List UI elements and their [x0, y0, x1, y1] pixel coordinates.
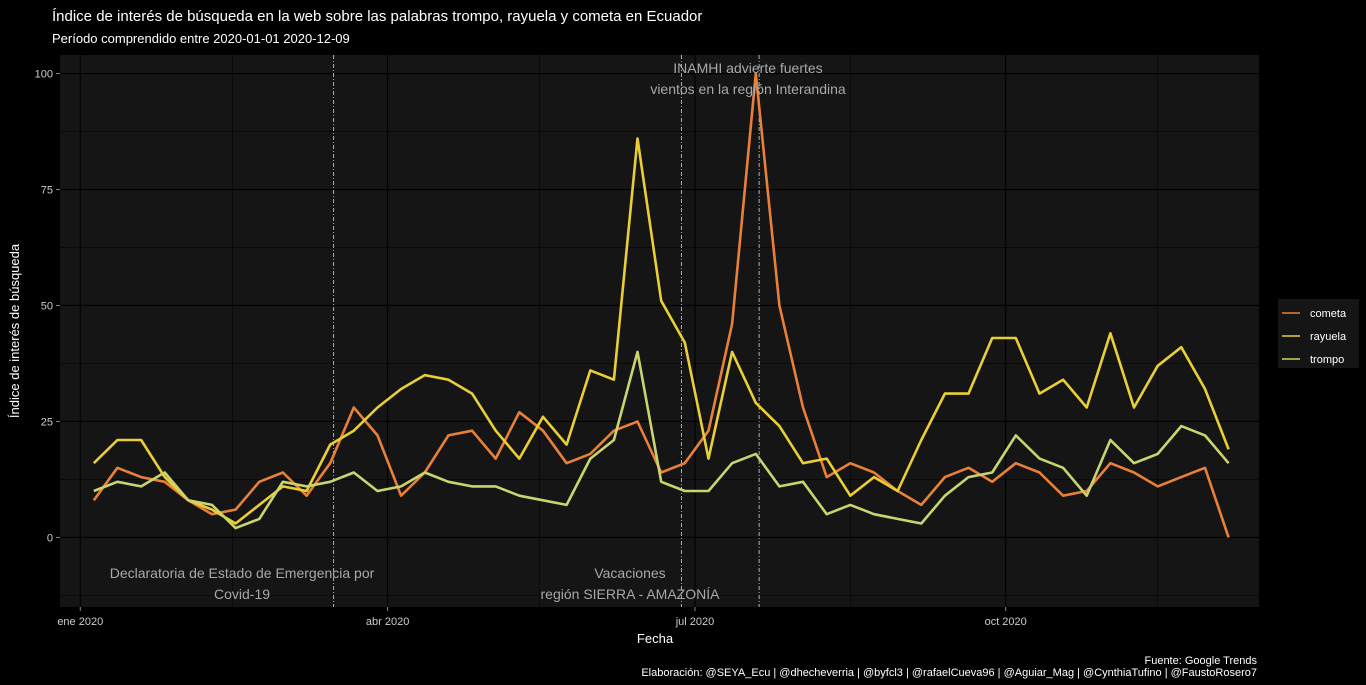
series-line-trompo — [93, 350, 1230, 530]
x-tick-label: abr 2020 — [366, 616, 409, 628]
x-axis-ticks: ene 2020 abr 2020 jul 2020 oct 2020 — [57, 607, 1027, 628]
plot-panel — [60, 55, 1259, 607]
legend-label-rayuela: rayuela — [1310, 331, 1347, 343]
y-axis-label: Índice de interés de búsqueda — [7, 243, 22, 418]
legend-label-cometa: cometa — [1310, 308, 1347, 320]
chart-subtitle: Período comprendido entre 2020-01-01 202… — [52, 31, 350, 46]
series-line-cometa — [92, 72, 1230, 538]
series-line-rayuela — [92, 137, 1230, 525]
y-tick-label: 75 — [41, 185, 53, 197]
caption-source: Fuente: Google Trends — [1144, 655, 1257, 667]
legend-label-trompo: trompo — [1310, 354, 1344, 366]
x-tick-label: jul 2020 — [675, 616, 715, 628]
annotation-text: Vacaciones — [594, 565, 665, 581]
annotation-text: vientos en la región Interandina — [650, 81, 846, 97]
annotation-text: Declaratoria de Estado de Emergencia por — [110, 565, 375, 581]
y-tick-label: 0 — [47, 532, 53, 544]
annotation-text: INAMHI advierte fuertes — [673, 60, 822, 76]
y-tick-label: 100 — [35, 69, 53, 81]
legend: cometa rayuela trompo — [1282, 308, 1347, 366]
legend-background — [1278, 299, 1359, 368]
series-lines — [92, 72, 1230, 538]
event-lines — [333, 55, 760, 607]
annotation-text: Covid-19 — [214, 586, 270, 602]
x-axis-label: Fecha — [637, 631, 674, 646]
caption-credits: Elaboración: @SEYA_Ecu | @dhecheverria |… — [641, 667, 1257, 679]
annotation-text: región SIERRA - AMAZONÍA — [541, 586, 721, 602]
y-tick-label: 50 — [41, 300, 53, 312]
y-tick-label: 25 — [41, 416, 53, 428]
chart-title: Índice de interés de búsqueda en la web … — [52, 8, 702, 25]
grid — [60, 55, 1259, 607]
x-tick-label: oct 2020 — [985, 616, 1027, 628]
x-tick-label: ene 2020 — [57, 616, 103, 628]
annotations: Declaratoria de Estado de Emergencia por… — [110, 60, 846, 602]
y-axis-ticks: 0 25 50 75 100 — [35, 69, 60, 544]
